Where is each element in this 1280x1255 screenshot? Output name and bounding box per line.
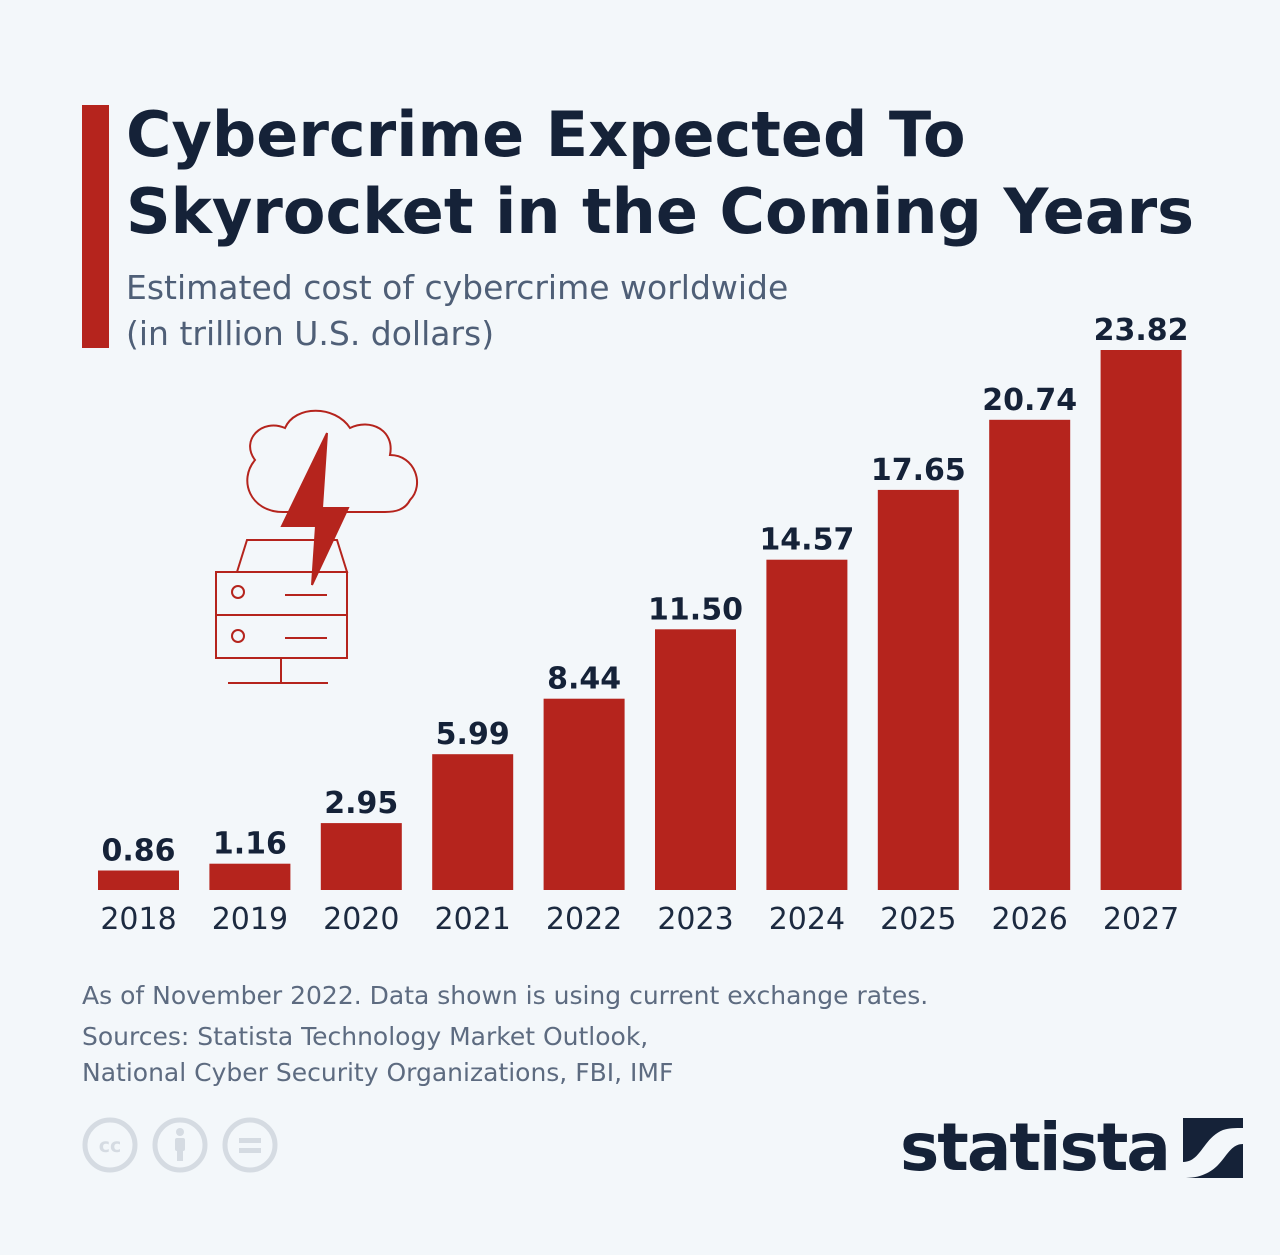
brand-wordmark: statista: [900, 1109, 1171, 1186]
value-label-2026: 20.74: [982, 383, 1077, 418]
chart-title: Cybercrime Expected To Skyrocket in the …: [126, 98, 1195, 248]
x-tick-2025: 2025: [880, 902, 956, 937]
cloud-lightning-server-icon: [215, 409, 419, 684]
bar-2019: [209, 863, 291, 890]
bar-2018: [98, 870, 179, 890]
no-derivatives-icon[interactable]: [222, 1117, 278, 1173]
bar-chart: 0.86 1.16 2.95 5.99 8.44 11.50 14.57 17.65 20.74…: [98, 313, 1189, 937]
x-tick-2018: 2018: [100, 902, 176, 937]
creative-commons-icon[interactable]: cc: [82, 1117, 138, 1173]
statista-logo-icon: [1182, 1118, 1243, 1178]
chart-subtitle: Estimated cost of cybercrime worldwide (…: [126, 265, 1026, 357]
value-label-2022: 8.44: [547, 662, 621, 697]
x-tick-2021: 2021: [435, 902, 511, 937]
x-tick-2027: 2027: [1103, 902, 1179, 937]
x-tick-labels-group: 2018 2019 2020 2021 2022 2023 2024 2025 2026 2027: [100, 902, 1179, 937]
bar-2023: [655, 629, 736, 890]
value-labels-group: 0.86 1.16 2.95 5.99 8.44 11.50 14.57 17.65 20.74…: [101, 313, 1188, 869]
sources-line-1: Sources: Statista Technology Market Outl…: [82, 1022, 649, 1051]
value-label-2023: 11.50: [648, 592, 743, 627]
bar-2024: [766, 559, 848, 890]
value-label-2018: 0.86: [101, 834, 175, 869]
x-tick-2023: 2023: [657, 902, 733, 937]
attribution-icon[interactable]: [152, 1117, 208, 1173]
bar-2026: [989, 419, 1071, 890]
bar-2022: [543, 698, 625, 890]
statista-brand[interactable]: statista: [900, 1108, 1243, 1188]
footnote: As of November 2022. Data shown is using…: [82, 981, 929, 1010]
bars-group: [98, 350, 1182, 890]
x-tick-2024: 2024: [769, 902, 845, 937]
value-label-2020: 2.95: [324, 786, 398, 821]
bar-2020: [320, 823, 402, 890]
title-accent-bar: [82, 105, 109, 348]
value-label-2024: 14.57: [759, 523, 854, 558]
bar-2021: [432, 754, 514, 890]
subtitle-line-2: (in trillion U.S. dollars): [126, 314, 495, 353]
x-tick-2026: 2026: [992, 902, 1068, 937]
x-tick-2022: 2022: [546, 902, 622, 937]
bar-2025: [877, 489, 959, 890]
subtitle-line-1: Estimated cost of cybercrime worldwide: [126, 268, 789, 307]
sources-line-2: National Cyber Security Organizations, F…: [82, 1058, 674, 1087]
svg-text:cc: cc: [99, 1135, 122, 1157]
x-tick-2019: 2019: [212, 902, 288, 937]
bar-2027: [1100, 350, 1182, 890]
value-label-2021: 5.99: [436, 717, 510, 752]
x-tick-2020: 2020: [323, 902, 399, 937]
value-label-2025: 17.65: [871, 453, 966, 488]
value-label-2019: 1.16: [213, 827, 287, 862]
license-icons: cc: [82, 1117, 278, 1173]
value-label-2027: 23.82: [1094, 313, 1189, 348]
